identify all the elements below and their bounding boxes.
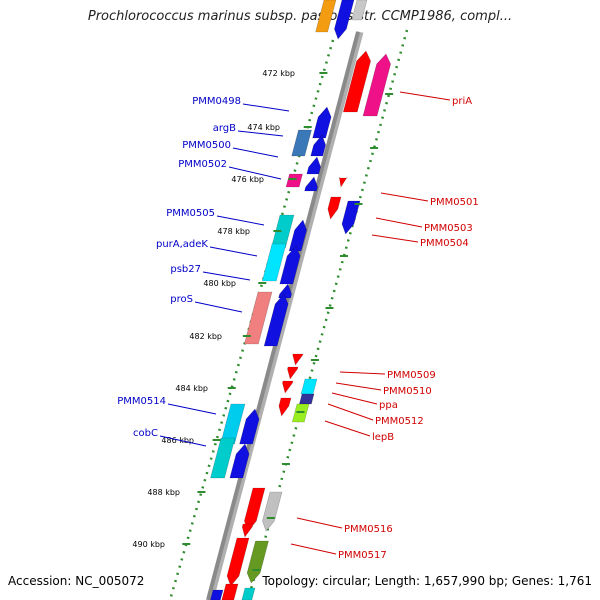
scale-tick-label: 482 kbp xyxy=(189,332,222,341)
gene-pmm0510b xyxy=(282,380,294,394)
gene-pmm0514-cyan xyxy=(220,403,246,445)
accession-text: Accession: NC_005072 xyxy=(8,574,145,588)
gene-argb xyxy=(291,129,312,157)
gene-top-orange xyxy=(315,0,337,33)
gene-label-left: PMM0502 xyxy=(178,159,227,170)
scale-tick-label: 480 kbp xyxy=(203,279,236,288)
label-leader-line xyxy=(167,403,217,415)
label-leader-line xyxy=(380,192,429,202)
gene-top-grey xyxy=(351,0,368,21)
gene-pmm0514-blue xyxy=(239,408,260,445)
label-leader-line xyxy=(296,517,343,529)
gene-pmm0503-red xyxy=(327,196,342,220)
gene-pmm0516-grey xyxy=(262,491,283,532)
label-leader-line xyxy=(335,382,382,391)
label-leader-line xyxy=(399,91,451,101)
gene-pura-blue xyxy=(279,245,301,285)
gene-pmm0509 xyxy=(292,353,304,366)
gene-label-left: PMM0498 xyxy=(192,96,241,107)
right-guide-line xyxy=(246,29,409,600)
label-leader-line xyxy=(216,215,265,226)
scale-tick-label: 490 kbp xyxy=(132,540,165,549)
label-leader-line xyxy=(159,435,207,447)
gene-pmm0501 xyxy=(338,176,348,188)
map-title: Prochlorococcus marinus subsp. pastoris … xyxy=(87,9,513,24)
gene-label-right: priA xyxy=(452,96,472,107)
gene-label-left: proS xyxy=(170,294,193,305)
gene-pros-pink xyxy=(243,291,273,345)
gene-bottom-red xyxy=(221,583,239,600)
gene-pmm0502-pink xyxy=(285,173,303,188)
scale-tick-label: 486 kbp xyxy=(161,436,194,445)
topology-text: Topology: circular; Length: 1,657,990 bp… xyxy=(262,574,592,588)
gene-label-right: PMM0510 xyxy=(383,386,432,397)
gene-label-right: ppa xyxy=(379,400,398,411)
gene-label-left: purA,adeK xyxy=(156,239,208,250)
scale-tick-label: 474 kbp xyxy=(247,123,280,132)
gene-label-left: psb27 xyxy=(170,264,201,275)
gene-label-right: PMM0504 xyxy=(420,238,469,249)
gene-pmm0503-blue xyxy=(341,200,361,235)
label-leader-line xyxy=(371,234,419,243)
label-leader-line xyxy=(290,543,337,555)
gene-label-right: PMM0501 xyxy=(430,197,479,208)
label-leader-line xyxy=(209,246,258,257)
gene-pmm0505-cyan xyxy=(270,214,295,249)
label-leader-line xyxy=(339,371,386,375)
gene-pmm0517-red2 xyxy=(226,537,250,587)
gene-pura-cyan xyxy=(261,243,287,282)
gene-pmm0505-blue xyxy=(288,219,307,252)
scale-tick-label: 478 kbp xyxy=(217,227,250,236)
scale-tick-label: 472 kbp xyxy=(262,69,295,78)
gene-label-left: PMM0514 xyxy=(117,396,166,407)
scale-tick-label: 484 kbp xyxy=(175,384,208,393)
gene-label-right: PMM0516 xyxy=(344,524,393,535)
gene-label-right: lepB xyxy=(372,432,394,443)
gene-cobc-cyan xyxy=(210,437,236,479)
scale-tick-label: 476 kbp xyxy=(231,175,264,184)
gene-pros-blue xyxy=(263,293,289,347)
label-leader-line xyxy=(242,103,290,112)
label-leader-line xyxy=(228,166,282,180)
label-leader-line xyxy=(324,420,371,437)
gene-psb27 xyxy=(278,283,292,299)
label-leader-line xyxy=(327,403,374,421)
gene-pmm0500a xyxy=(310,134,326,157)
gene-label-left: PMM0505 xyxy=(166,208,215,219)
gene-ppa-cyan xyxy=(300,378,318,395)
gene-bottom-cyan xyxy=(241,587,256,600)
label-leader-line xyxy=(331,392,378,405)
scale-tick-label: 488 kbp xyxy=(147,488,180,497)
gene-label-left: cobC xyxy=(133,428,158,439)
gene-label-left: PMM0500 xyxy=(182,140,231,151)
label-leader-line xyxy=(237,130,284,137)
gene-cobc-blue xyxy=(229,443,250,479)
gene-label-right: PMM0503 xyxy=(424,223,473,234)
label-leader-line xyxy=(194,301,243,313)
gene-label-left: argB xyxy=(213,123,236,134)
gene-top-blue xyxy=(334,0,355,40)
gene-pmm0517-red xyxy=(241,523,254,538)
gene-label-right: PMM0517 xyxy=(338,550,387,561)
gene-pria-pink xyxy=(362,53,391,117)
gene-bottom-blue xyxy=(210,589,224,600)
label-leader-line xyxy=(375,217,423,228)
gene-pmm0517-olive xyxy=(246,540,269,584)
gene-label-right: PMM0512 xyxy=(375,416,424,427)
gene-pmm0502-blue xyxy=(304,176,318,192)
label-leader-line xyxy=(232,147,279,158)
gene-pria-red xyxy=(342,50,371,113)
label-leader-line xyxy=(202,271,251,281)
gene-pmm0510a xyxy=(287,366,299,380)
gene-label-right: PMM0509 xyxy=(387,370,436,381)
gene-pmm0500b xyxy=(306,156,321,175)
gene-ppa-navy xyxy=(298,393,315,405)
gene-pmm0498 xyxy=(312,106,332,139)
gene-pmm0512 xyxy=(278,397,292,417)
